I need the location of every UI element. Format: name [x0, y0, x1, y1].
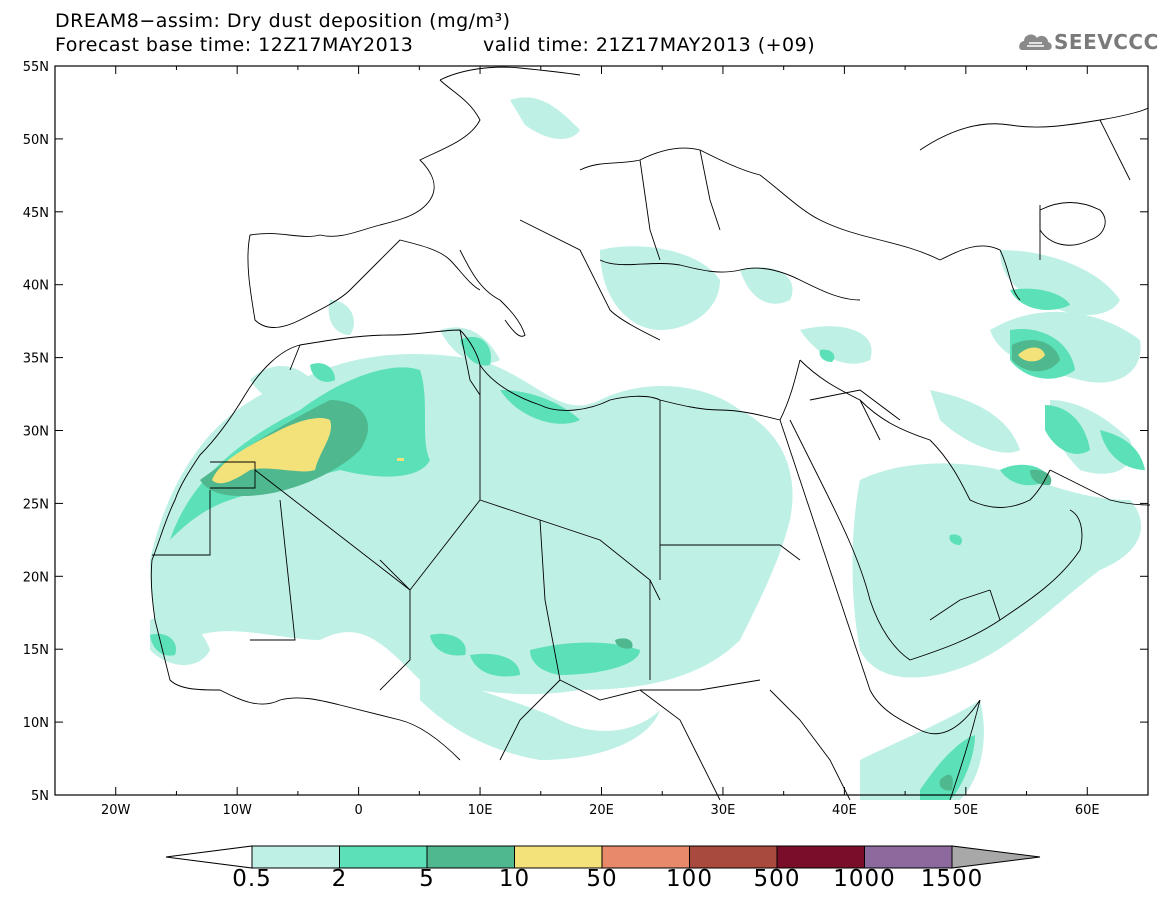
- lat-tick-label: 20N: [23, 570, 49, 585]
- lon-tick-label: 10W: [222, 803, 252, 818]
- lon-tick-label: 50E: [953, 803, 978, 818]
- colorbar-swatch: [689, 845, 778, 869]
- colorbar-swatch: [776, 845, 865, 869]
- colorbar-label: 50: [586, 866, 618, 892]
- lat-tick-label: 10N: [23, 716, 49, 731]
- lat-tick-label: 5N: [31, 789, 49, 804]
- colorbar-swatch: [339, 845, 428, 869]
- coastlines: [150, 66, 1151, 801]
- valid-time: valid time: 21Z17MAY2013 (+09): [483, 34, 816, 56]
- colorbar-label: 2: [331, 866, 348, 892]
- colorbar: [165, 845, 1041, 869]
- colorbar-swatch: [601, 845, 690, 869]
- colorbar-label: 10: [498, 866, 531, 892]
- colorbar-label: 100: [666, 866, 713, 892]
- lon-tick-label: 20W: [101, 803, 131, 818]
- map-title: DREAM8−assim: Dry dust deposition (mg/m³…: [55, 10, 511, 32]
- colorbar-swatch: [864, 845, 953, 869]
- logo-text: SEEVCCC: [1054, 30, 1159, 54]
- lon-tick-label: 0: [354, 803, 362, 818]
- lon-tick-label: 10E: [468, 803, 493, 818]
- colorbar-label: 0.5: [232, 866, 272, 892]
- lat-tick-label: 40N: [23, 279, 49, 294]
- lat-tick-label: 25N: [23, 497, 49, 512]
- colorbar-label: 5: [419, 866, 435, 892]
- colorbar-label: 1000: [833, 866, 896, 892]
- lat-tick-label: 30N: [23, 425, 49, 440]
- colorbar-label: 1500: [920, 866, 984, 892]
- lat-tick-label: 50N: [23, 133, 49, 148]
- lat-tick-label: 35N: [23, 352, 49, 367]
- colorbar-under-triangle: [165, 845, 253, 869]
- colorbar-swatch: [514, 845, 603, 869]
- axis-tick-labels: 55N 50N 45N 40N 35N 30N 25N 20N 15N 10N 5N 20W 10W 0 1…: [23, 60, 1100, 818]
- lon-tick-label: 30E: [711, 803, 736, 818]
- cloud-icon: [1019, 34, 1052, 50]
- axis-ticks: [54, 65, 1149, 796]
- lon-tick-label: 20E: [589, 803, 614, 818]
- colorbar-label: 500: [753, 866, 801, 892]
- colorbar-swatch: [426, 845, 515, 869]
- lat-tick-label: 55N: [23, 60, 49, 75]
- lat-tick-label: 45N: [23, 206, 49, 221]
- dust-shading: [150, 97, 1145, 800]
- forecast-base-time: Forecast base time: 12Z17MAY2013: [55, 34, 414, 56]
- lon-tick-label: 60E: [1075, 803, 1100, 818]
- lon-tick-label: 40E: [832, 803, 857, 818]
- lat-tick-label: 15N: [23, 643, 49, 658]
- colorbar-over-triangle: [951, 845, 1041, 869]
- colorbar-swatch: [251, 845, 340, 869]
